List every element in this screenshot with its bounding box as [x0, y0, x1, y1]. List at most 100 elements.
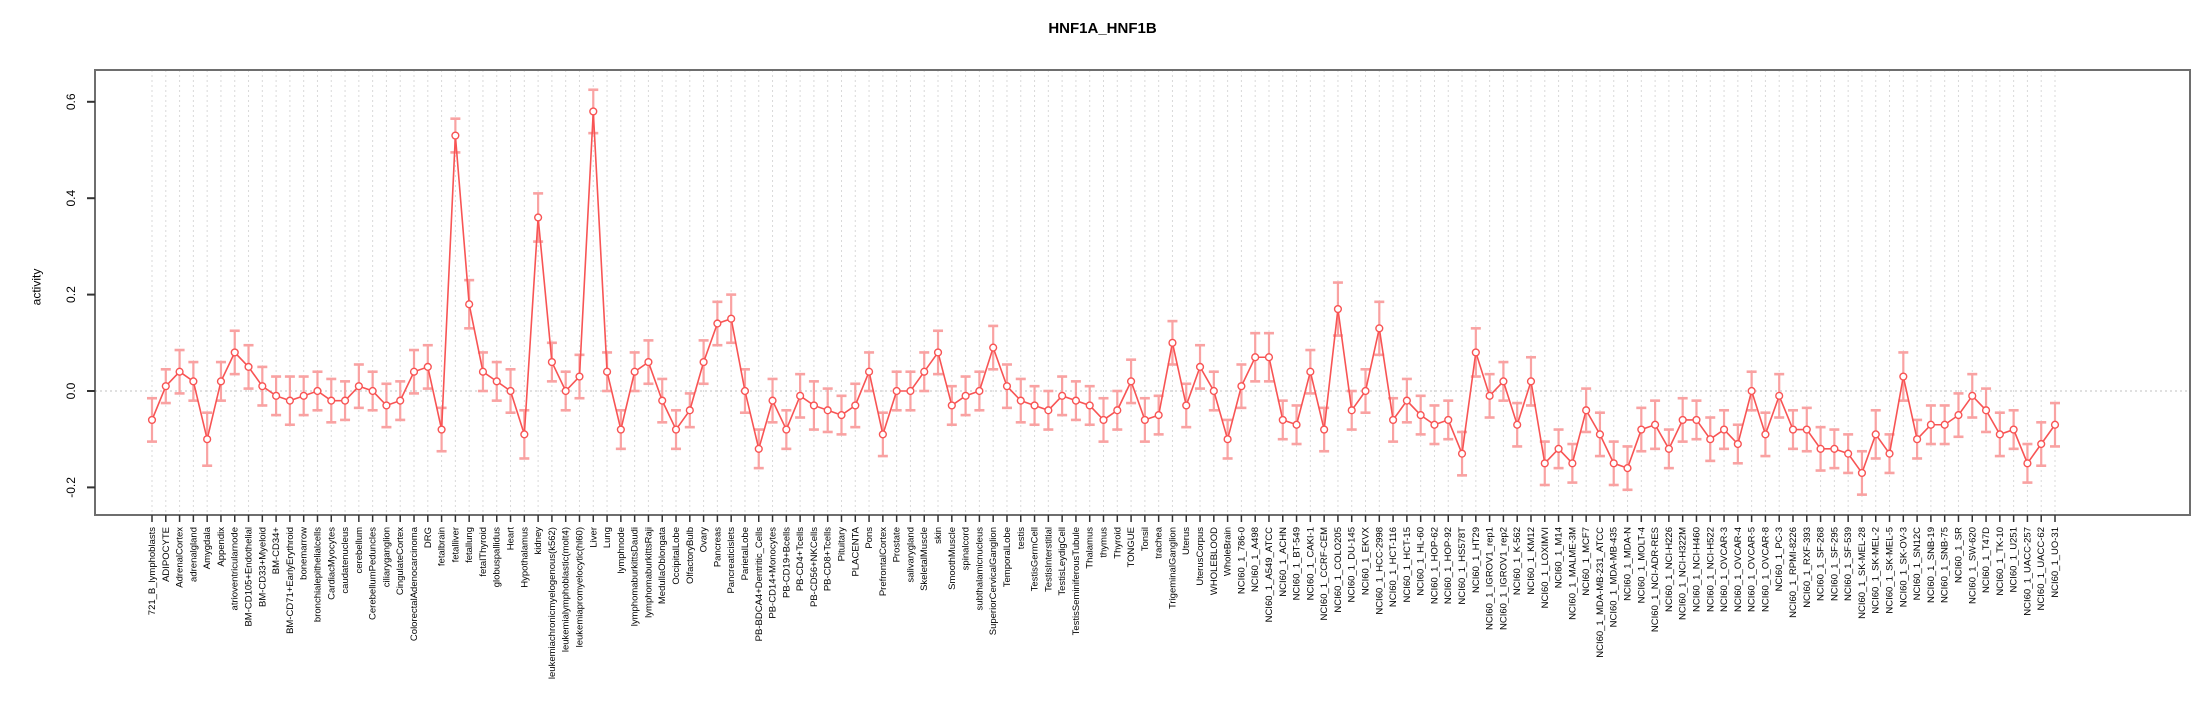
data-point [1457, 449, 1467, 458]
data-point [382, 401, 391, 410]
x-category-label: NCI60_1_OVCAR-8 [1760, 527, 1771, 612]
x-category-label: lymphomaburkittsDaudi [630, 527, 641, 626]
x-category-label: NCI60_1_ACHN [1278, 527, 1289, 597]
data-point [506, 386, 515, 396]
data-point [1099, 415, 1108, 425]
data-point [1195, 362, 1205, 372]
data-point [1595, 430, 1605, 439]
data-point [1058, 391, 1067, 400]
x-category-label: thymus [1099, 527, 1110, 558]
x-category-label: NCI60_1_HCT-15 [1402, 527, 1413, 603]
x-category-label: NCI60_1_NCI-H460 [1691, 527, 1702, 612]
data-point [1540, 459, 1549, 468]
data-point [244, 362, 253, 372]
data-point [1154, 411, 1163, 420]
data-point [1264, 353, 1274, 362]
x-category-label: atrioventricularnode [230, 527, 241, 610]
x-category-label: PrefrontalCortex [878, 527, 889, 596]
data-point [1292, 420, 1301, 429]
y-tick-label: 0.2 [64, 286, 78, 303]
x-category-label: NCI60_1_SR [1953, 527, 1964, 583]
data-point [1251, 353, 1260, 362]
data-point [1747, 386, 1756, 396]
x-category-label: Prostate [892, 527, 903, 562]
x-category-label: NCI60_1_HCC-2998 [1374, 527, 1385, 615]
data-point [1209, 386, 1218, 396]
x-category-label: NCI60_1_COLO205 [1333, 527, 1344, 613]
data-point [1981, 406, 1991, 415]
x-category-label: NCI60_1_SN12C [1912, 527, 1923, 601]
x-category-label: NCI60_1_SK-MEL-2 [1871, 527, 1882, 614]
x-category-label: NCI60_1_LOXIMVI [1540, 527, 1551, 608]
x-category-label: NCI60_1_HL-60 [1416, 527, 1427, 596]
x-category-label: NCI60_1_SW-620 [1967, 527, 1978, 604]
x-category-label: UterusCorpus [1195, 527, 1206, 586]
data-point [1485, 391, 1494, 400]
data-point [354, 382, 363, 391]
x-category-label: NCI60_1_UACC-257 [2022, 527, 2033, 616]
data-point [1706, 435, 1715, 444]
data-point [1333, 304, 1343, 314]
data-point [1016, 396, 1025, 405]
x-category-label: NCI60_1_TK-10 [1995, 527, 2006, 596]
data-point [961, 391, 970, 400]
x-category-label: NCI60_1_NCI-H226 [1664, 527, 1675, 612]
data-point [1182, 401, 1191, 410]
data-point [616, 425, 625, 434]
x-category-label: NCI60_1_786-0 [1236, 527, 1247, 594]
data-point [740, 386, 750, 396]
y-axis-ticks: -0.2 0.0 0.2 0.4 0.6 [64, 93, 95, 498]
data-point [465, 300, 474, 309]
x-category-label: NCI60_1_MDA-MB-231_ATCC [1595, 527, 1606, 658]
data-point [1471, 348, 1480, 357]
data-point [368, 386, 377, 396]
x-category-label: NCI60_1_MALME-3M [1567, 527, 1578, 620]
data-point [906, 386, 915, 396]
x-category-label: bonemarrow [299, 527, 310, 580]
x-category-label: leukemiapromyelocytic(hl60) [574, 527, 585, 647]
data-point [920, 367, 929, 376]
x-category-label: NCI60_1_SK-MEL-5 [1885, 527, 1896, 614]
x-category-label: ciliaryganglion [381, 527, 392, 587]
data-point [685, 406, 694, 415]
x-category-label: WholeBrain [1223, 527, 1234, 576]
x-category-label: Thyroid [1112, 527, 1123, 559]
x-category-label: NCI60_1_DU-145 [1347, 527, 1358, 603]
data-point [1223, 435, 1232, 444]
x-category-label: PLACENTA [850, 526, 861, 576]
data-point [1885, 449, 1894, 458]
x-category-label: Liver [588, 527, 599, 548]
data-point [1830, 444, 1839, 453]
x-category-label: NCI60_1_KM12 [1526, 527, 1537, 595]
x-category-label: NCI60_1_EKVX [1361, 526, 1372, 595]
x-category-label: leukemiachronicmyelogenous(k562) [547, 527, 558, 679]
data-point [823, 406, 832, 415]
plot-gridlines [151, 70, 2056, 515]
data-point [547, 357, 557, 367]
x-category-label: adrenalgland [188, 527, 199, 582]
data-point [644, 357, 653, 367]
data-point [1416, 411, 1425, 420]
data-point [478, 367, 488, 376]
data-point [1857, 468, 1867, 478]
x-category-label: Pancreaticislets [726, 527, 737, 594]
y-tick-label: -0.2 [64, 477, 78, 498]
x-category-label: CerebellumPeduncles [368, 527, 379, 620]
data-point [1388, 415, 1398, 425]
data-point [1954, 411, 1963, 420]
data-point [1347, 406, 1356, 415]
x-category-label: TrigeminalGanglion [1167, 527, 1178, 609]
x-category-label: Appendix [216, 527, 227, 567]
x-category-label: BM-CD105+Endothelial [244, 527, 255, 627]
data-point [409, 367, 419, 376]
x-category-label: cerebellum [354, 527, 365, 574]
x-category-label: subthalamicnucleus [974, 527, 985, 611]
x-category-label: Tonsil [1140, 527, 1151, 551]
data-point [1361, 386, 1370, 396]
data-point [147, 415, 157, 425]
data-point [1278, 415, 1287, 425]
data-point [175, 367, 184, 376]
x-axis-labels: 721_B_lymphoblasts ADIPOCYTE AdrenalCortex… [147, 526, 2061, 679]
x-category-label: NCI60_1_HOP-92 [1443, 527, 1454, 604]
